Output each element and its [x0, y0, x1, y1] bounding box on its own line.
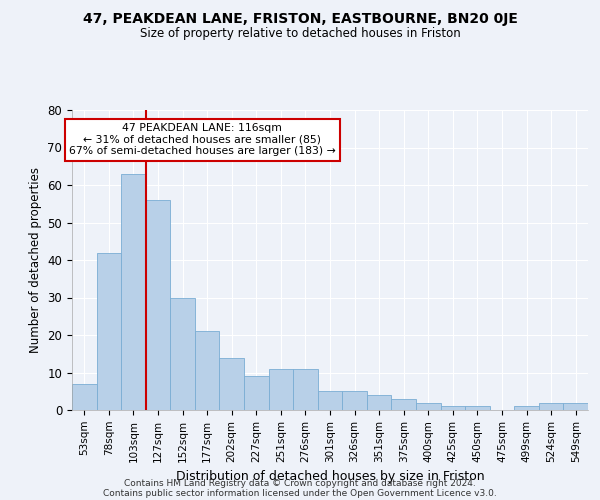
Bar	[244, 376, 269, 410]
Bar	[195, 331, 220, 410]
Text: 47 PEAKDEAN LANE: 116sqm
← 31% of detached houses are smaller (85)
67% of semi-d: 47 PEAKDEAN LANE: 116sqm ← 31% of detach…	[69, 123, 335, 156]
Bar	[72, 384, 97, 410]
Bar	[342, 391, 367, 410]
Bar	[170, 298, 195, 410]
Bar	[146, 200, 170, 410]
Bar	[563, 402, 588, 410]
Bar	[391, 399, 416, 410]
Bar	[416, 402, 440, 410]
Bar	[269, 369, 293, 410]
Bar	[293, 369, 318, 410]
Text: Size of property relative to detached houses in Friston: Size of property relative to detached ho…	[140, 28, 460, 40]
Bar	[514, 406, 539, 410]
Text: 47, PEAKDEAN LANE, FRISTON, EASTBOURNE, BN20 0JE: 47, PEAKDEAN LANE, FRISTON, EASTBOURNE, …	[83, 12, 517, 26]
Y-axis label: Number of detached properties: Number of detached properties	[29, 167, 42, 353]
Bar	[539, 402, 563, 410]
Bar	[367, 395, 391, 410]
Text: Contains public sector information licensed under the Open Government Licence v3: Contains public sector information licen…	[103, 488, 497, 498]
Bar	[220, 358, 244, 410]
Bar	[318, 391, 342, 410]
Bar	[440, 406, 465, 410]
Bar	[465, 406, 490, 410]
Text: Contains HM Land Registry data © Crown copyright and database right 2024.: Contains HM Land Registry data © Crown c…	[124, 478, 476, 488]
X-axis label: Distribution of detached houses by size in Friston: Distribution of detached houses by size …	[176, 470, 484, 483]
Bar	[97, 252, 121, 410]
Bar	[121, 174, 146, 410]
